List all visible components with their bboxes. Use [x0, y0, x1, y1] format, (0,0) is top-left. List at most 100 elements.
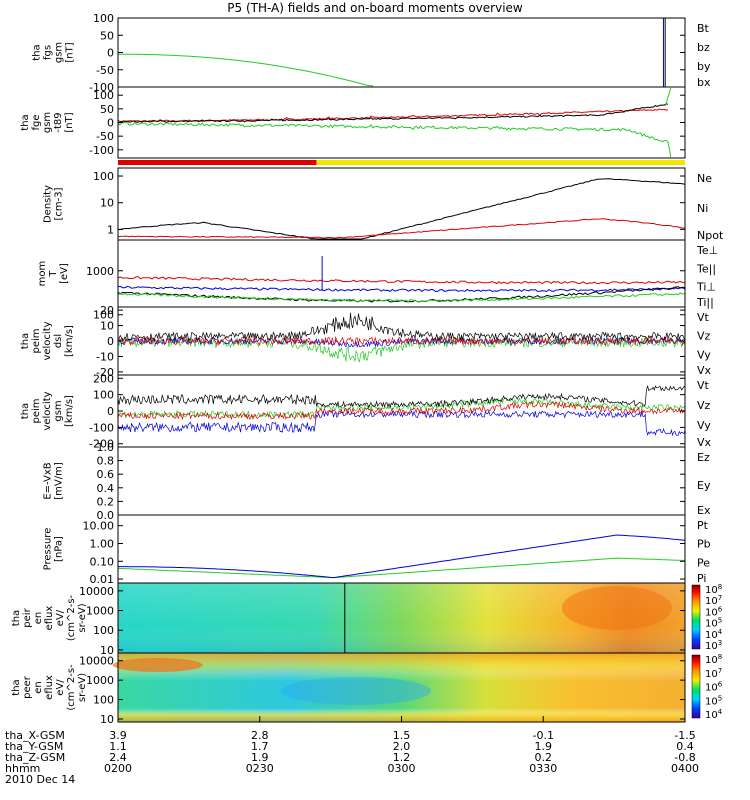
legend-item: bx [697, 76, 711, 89]
ne-line [117, 218, 686, 239]
tick-label: 1.0 [97, 441, 115, 454]
footer-value: 0.2 [535, 751, 553, 764]
by-tail-up [664, 87, 672, 107]
tick-label: 0 [107, 335, 114, 348]
panel-frame [117, 17, 686, 88]
tick-label: 1000 [86, 265, 114, 278]
footer-value: -0.8 [674, 751, 695, 764]
footer-value: 2.8 [251, 729, 269, 742]
colorbar-label: 105 [705, 694, 722, 707]
tick-label: 0.01 [90, 573, 115, 586]
ylabel-line: tha [11, 679, 22, 695]
ylabel-line: fgs [43, 45, 54, 60]
legend-item: Vz [697, 399, 711, 412]
legend-item: Te⊥ [696, 244, 718, 257]
legend-item: Vt [697, 379, 710, 392]
tick-label: 10 [100, 197, 114, 210]
electron-colorbar [691, 654, 701, 719]
ylabel-line: velocity [42, 321, 53, 360]
colorbar-label: 107 [705, 667, 722, 680]
tick-label: 1 [107, 223, 114, 236]
tick-label: 1000 [86, 605, 114, 618]
ylabel-line: Density [43, 185, 54, 223]
tick-label: 100 [93, 170, 114, 183]
tick-label: 10000 [79, 585, 114, 598]
mode-bar-segment [118, 160, 317, 165]
ion-hotspot [561, 586, 672, 630]
tick-label: -10 [96, 350, 114, 363]
ylabel-line: peer [22, 675, 33, 699]
tick-label: 100 [93, 309, 114, 322]
tick-label: 1.00 [90, 537, 115, 550]
vy-line [117, 336, 686, 363]
ylabel-line: Pressure [43, 528, 54, 571]
electron-spectrogram-overlay [118, 653, 685, 722]
legend-item: Ti|| [696, 296, 714, 309]
ylabel-line: gsm [54, 42, 65, 63]
ylabel-line: tha [11, 610, 22, 626]
ylabel-line: [km/s] [64, 325, 75, 357]
panel-frame [117, 374, 686, 448]
ti-perp-line [117, 285, 686, 293]
legend-item: Npot [697, 229, 724, 242]
ion-colorbar [691, 584, 701, 650]
legend-item: Ne [697, 172, 712, 185]
ni-line [117, 178, 686, 240]
bz-line [117, 108, 669, 123]
ylabel-line: dsl [53, 334, 64, 348]
ylabel-line: sr-eV) [77, 603, 88, 632]
tick-label: 0 [107, 405, 114, 418]
footer-value: 0400 [671, 762, 699, 775]
footer-value: -0.1 [533, 729, 554, 742]
page-title: P5 (TH-A) fields and on-board moments ov… [227, 1, 523, 15]
footer-value: 0200 [104, 762, 132, 775]
legend-item: Ti⊥ [696, 281, 716, 294]
ylabel-line: eV/ [55, 679, 66, 696]
ylabel-line: mom [37, 261, 48, 287]
ylabel-line: [km/s] [64, 395, 75, 427]
ylabel-line: eflux [44, 606, 55, 631]
tick-label: 0.4 [97, 482, 115, 495]
vt-line [117, 385, 686, 409]
footer-value: 0300 [388, 762, 416, 775]
footer-value: -1.5 [674, 729, 695, 742]
ylabel-line: [eV] [59, 263, 70, 284]
tick-label: -200 [89, 438, 114, 451]
ylabel-line: [mV/m] [54, 462, 65, 500]
ylabel-line: velocity [42, 391, 53, 430]
legend-item: Vx [697, 436, 712, 449]
tick-label: 10 [100, 644, 114, 657]
footer-value: 0.4 [676, 740, 694, 753]
footer-value: 2.0 [393, 740, 411, 753]
footer-row-label: tha_X-GSM [5, 729, 65, 742]
footer-value: 1.1 [109, 740, 127, 753]
pe-line [117, 557, 686, 579]
tick-label: 50 [100, 29, 114, 42]
ylabel-line: en [33, 681, 44, 694]
legend-item: Bt [697, 22, 710, 35]
panel-frame [117, 86, 686, 159]
tick-label: 50 [100, 103, 114, 116]
ylabel-line: eV/ [55, 609, 66, 626]
footer-value: 1.7 [251, 740, 269, 753]
legend-item: Pi [697, 572, 706, 585]
legend-item: by [697, 60, 711, 73]
ti-par-line [117, 292, 686, 303]
ylabel-line: T [48, 270, 59, 278]
ylabel-line: tha [20, 333, 31, 349]
ylabel-line: peim [31, 398, 42, 423]
tick-label: 20 [100, 304, 114, 317]
footer-value: 1.9 [251, 751, 269, 764]
ylabel-line: peim [31, 328, 42, 353]
vt-line [117, 312, 686, 342]
ylabel-line: gsm [53, 400, 64, 421]
tick-label: 200 [93, 372, 114, 385]
tick-label: 100 [93, 624, 114, 637]
ylabel-line: [nPa] [54, 536, 65, 562]
vz-line [117, 401, 686, 421]
tick-label: 0.0 [97, 509, 115, 522]
tick-label: -100 [89, 144, 114, 157]
legend-item: Vt [697, 311, 710, 324]
legend-item: Pe [697, 556, 710, 569]
tick-label: -100 [89, 421, 114, 434]
